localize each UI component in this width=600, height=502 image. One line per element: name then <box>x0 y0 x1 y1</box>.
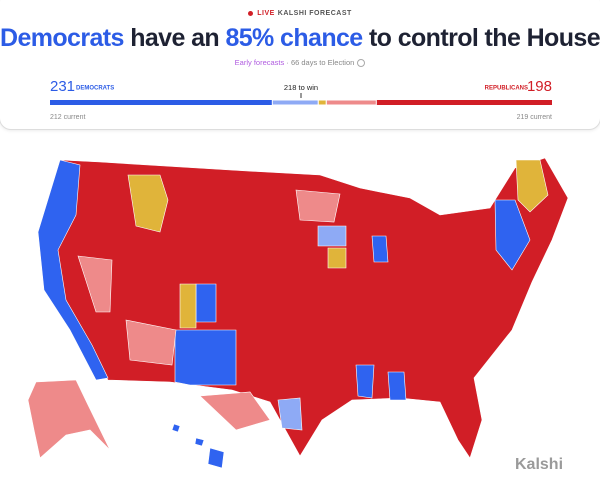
nebraska-district <box>295 189 341 223</box>
headline: Democrats have an 85% chance to control … <box>0 24 600 53</box>
subtitle-text: · 66 days to Election <box>286 58 355 67</box>
dem-bar <box>50 100 321 105</box>
subtitle: Early forecasts · 66 days to Election <box>0 58 600 68</box>
lean-band <box>317 99 327 106</box>
hawaii <box>171 423 181 433</box>
texas-south <box>199 391 271 431</box>
headline-chance: 85% chance <box>225 24 363 52</box>
colorado <box>195 283 217 323</box>
seat-bar <box>50 99 552 106</box>
dem-current: 212 current <box>50 114 85 121</box>
live-badge: LIVE KALSHI FORECAST <box>0 10 600 17</box>
chicago <box>371 235 389 263</box>
watermark: Kalshi <box>515 456 563 473</box>
rep-label: REPUBLICANS <box>485 86 528 92</box>
headline-text: have an <box>130 24 220 52</box>
maine <box>515 159 549 213</box>
live-dot <box>248 10 254 16</box>
utah <box>179 283 197 329</box>
louisiana <box>355 364 375 399</box>
mississippi <box>387 371 407 401</box>
northeast <box>494 199 531 271</box>
map <box>27 157 569 469</box>
dem-label: DEMOCRATS <box>76 86 114 92</box>
threshold-label: 218 to win <box>284 83 318 92</box>
rep-current: 219 current <box>517 114 552 121</box>
hawaii <box>194 437 205 447</box>
new-mexico <box>174 329 237 386</box>
rep-bar <box>320 100 552 105</box>
minnesota <box>317 225 347 247</box>
forecast-card <box>0 0 600 130</box>
hawaii <box>207 447 225 469</box>
info-icon[interactable] <box>357 59 366 68</box>
iowa-district <box>327 247 347 269</box>
lean-band <box>325 99 377 106</box>
idaho <box>127 174 169 233</box>
source-label: KALSHI FORECAST <box>277 10 352 17</box>
live-label: LIVE <box>257 10 275 17</box>
west-coast <box>37 159 109 381</box>
headline-text: to control the House <box>368 24 600 52</box>
nevada <box>77 255 113 313</box>
lean-band <box>271 99 319 106</box>
texas-city <box>277 397 303 431</box>
early-forecasts-link[interactable]: Early forecasts <box>234 58 285 67</box>
headline-party: Democrats <box>0 24 124 52</box>
rep-seats: 198 <box>527 78 552 95</box>
dem-seats: 231 <box>50 78 75 95</box>
arizona <box>125 319 177 366</box>
us-mainland <box>37 157 569 459</box>
alaska <box>27 379 111 459</box>
